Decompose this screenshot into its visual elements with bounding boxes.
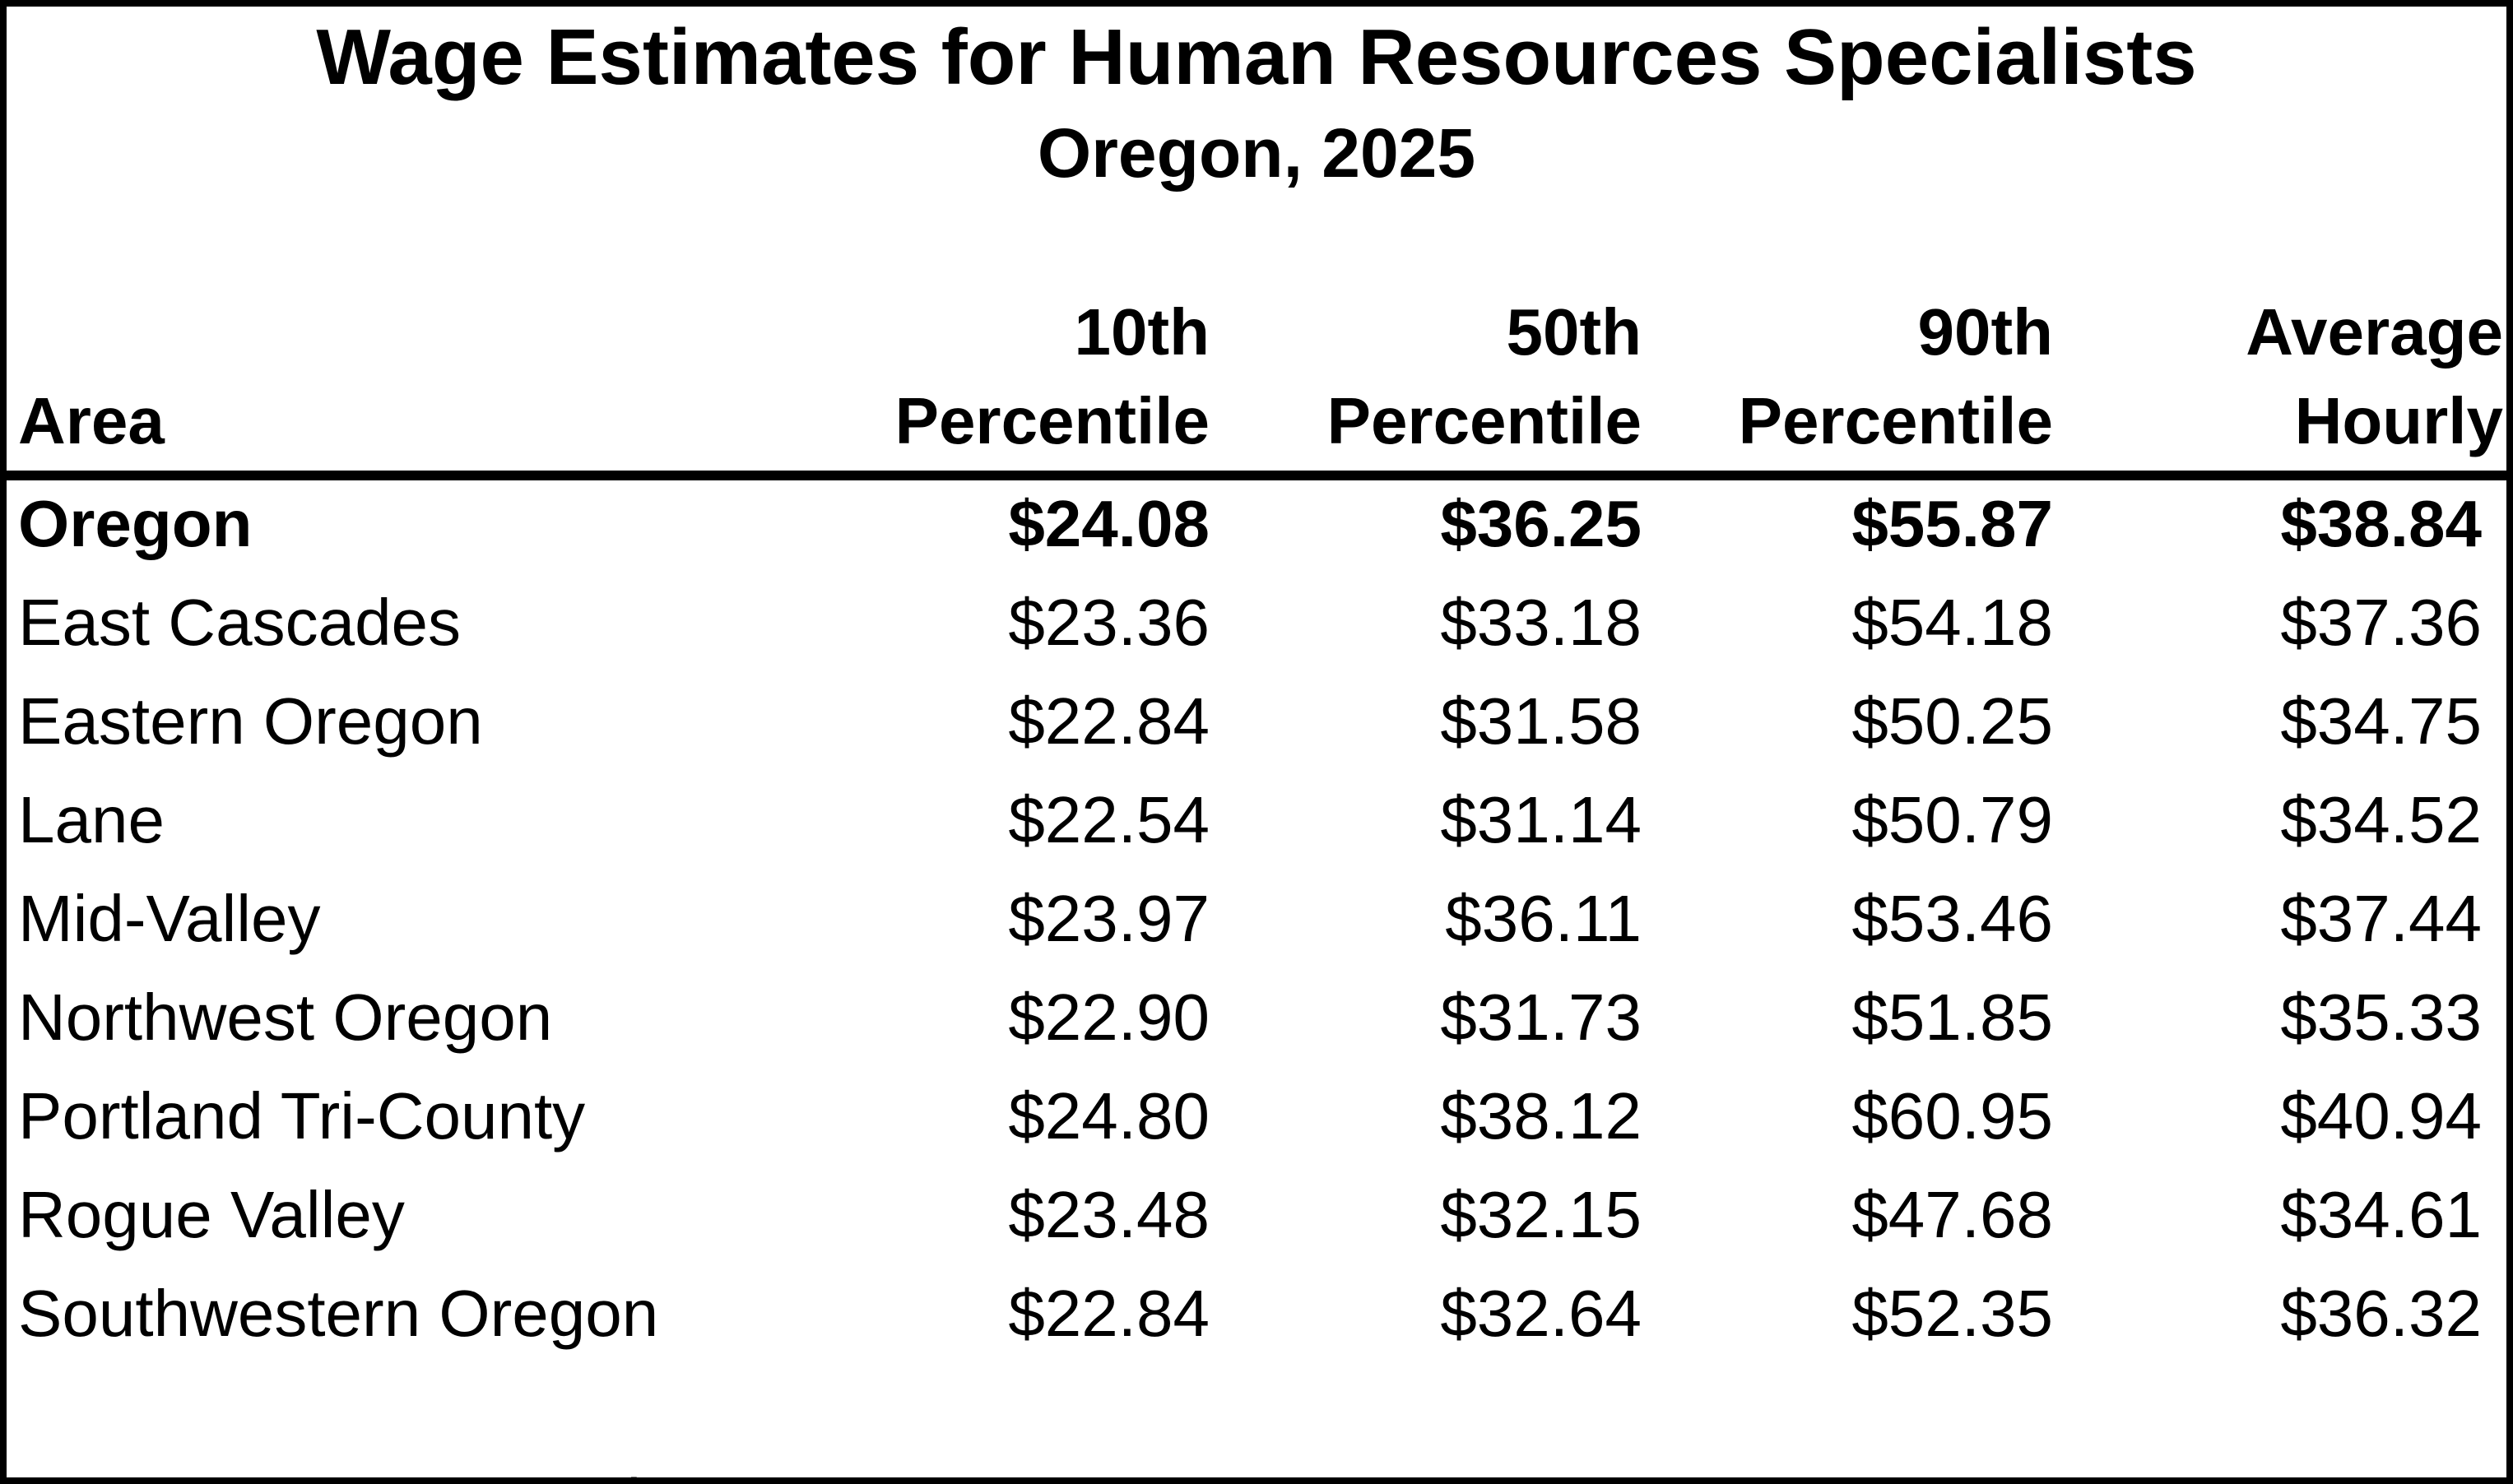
avg-cell: $34.75 [2280,684,2482,758]
column-header-50th-percentile: 50th Percentile [1210,270,1642,480]
avg-cell: $37.44 [2280,882,2482,955]
column-header-area: Area [7,270,829,480]
area-cell: East Cascades [18,586,462,659]
p50-cell: $31.14 [1440,783,1642,856]
wage-table: Area 10th Percentile 50th Percentile 90t… [7,270,2506,1369]
avg-cell: $40.94 [2280,1079,2482,1152]
p90-cell: $60.95 [1851,1079,2053,1152]
table-row: Rogue Valley $23.48 $32.15 $47.68 $34.61 [7,1171,2506,1270]
table-row: Oregon $24.08 $36.25 $55.87 $38.84 [7,475,2506,579]
avg-cell: $34.61 [2280,1178,2482,1251]
page-subtitle: Oregon, 2025 [1037,114,1476,192]
p90-cell: $50.79 [1851,783,2053,856]
p10-cell: $24.08 [1008,487,1210,560]
p10-cell: $23.97 [1008,882,1210,955]
p50-cell: $31.73 [1440,981,1642,1054]
avg-cell: $37.36 [2280,586,2482,659]
source-note: Source: Oregon Employment Department [7,1468,2506,1477]
column-header-90th-percentile: 90th Percentile [1642,270,2053,480]
p10-cell: $22.90 [1008,981,1210,1054]
area-cell: Northwest Oregon [18,981,553,1054]
p50-cell: $36.25 [1440,487,1642,560]
table-row: Portland Tri-County $24.80 $38.12 $60.95… [7,1073,2506,1171]
p50-cell: $36.11 [1445,882,1642,955]
table-row: East Cascades $23.36 $33.18 $54.18 $37.3… [7,579,2506,678]
avg-cell: $38.84 [2280,487,2482,560]
column-header-10th-percentile: 10th Percentile [829,270,1210,480]
p50-cell: $31.58 [1440,684,1642,758]
p90-cell: $55.87 [1851,487,2053,560]
avg-cell: $35.33 [2280,981,2482,1054]
area-cell: Portland Tri-County [18,1079,586,1152]
area-cell: Mid-Valley [18,882,321,955]
avg-cell: $34.52 [2280,783,2482,856]
area-cell: Rogue Valley [18,1178,405,1251]
area-cell: Oregon [18,487,253,560]
p50-cell: $33.18 [1440,586,1642,659]
p90-cell: $51.85 [1851,981,2053,1054]
p50-cell: $32.15 [1440,1178,1642,1251]
table-row: Southwestern Oregon $22.84 $32.64 $52.35… [7,1270,2506,1369]
area-cell: Southwestern Oregon [18,1277,659,1350]
page-title: Wage Estimates for Human Resources Speci… [316,13,2197,101]
p50-cell: $32.64 [1440,1277,1642,1350]
p90-cell: $53.46 [1851,882,2053,955]
p10-cell: $23.36 [1008,586,1210,659]
p90-cell: $52.35 [1851,1277,2053,1350]
table-row: Eastern Oregon $22.84 $31.58 $50.25 $34.… [7,678,2506,777]
p90-cell: $54.18 [1851,586,2053,659]
table-row: Mid-Valley $23.97 $36.11 $53.46 $37.44 [7,875,2506,974]
p10-cell: $24.80 [1008,1079,1210,1152]
p90-cell: $50.25 [1851,684,2053,758]
table-header-row: Area 10th Percentile 50th Percentile 90t… [7,270,2506,480]
p10-cell: $23.48 [1008,1178,1210,1251]
p10-cell: $22.54 [1008,783,1210,856]
p10-cell: $22.84 [1008,684,1210,758]
p50-cell: $38.12 [1440,1079,1642,1152]
table-row: Lane $22.54 $31.14 $50.79 $34.52 [7,777,2506,875]
p10-cell: $22.84 [1008,1277,1210,1350]
area-cell: Eastern Oregon [18,684,483,758]
spacer [7,188,2506,270]
area-cell: Lane [18,783,165,856]
avg-cell: $36.32 [2280,1277,2482,1350]
column-header-average-hourly: Average Hourly [2053,270,2506,480]
table-row: Northwest Oregon $22.90 $31.73 $51.85 $3… [7,974,2506,1073]
p90-cell: $47.68 [1851,1178,2053,1251]
